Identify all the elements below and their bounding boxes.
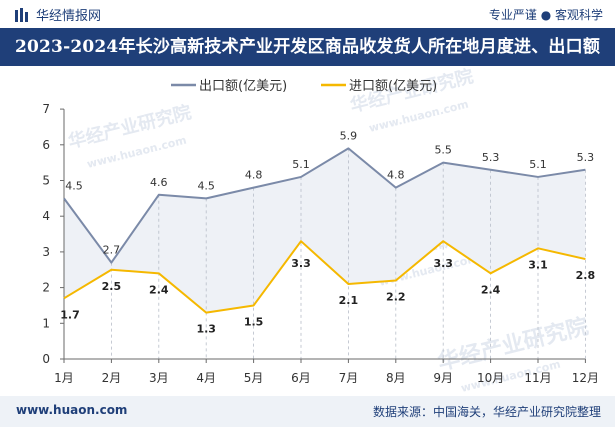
import-data-label: 2.4: [149, 283, 169, 296]
y-tick-label: 1: [42, 316, 50, 330]
export-data-label: 5.1: [292, 158, 310, 171]
watermark-text: 华经产业研究院: [435, 313, 591, 375]
import-series-line: [63, 240, 586, 314]
x-tick-label: 1月: [54, 371, 74, 385]
import-data-label: 1.5: [244, 315, 264, 328]
tagline: 专业严谨 ● 客观科学: [488, 8, 603, 22]
x-tick-label: 4月: [196, 371, 216, 385]
x-tick-label: 9月: [433, 371, 453, 385]
brand: 华经情报网: [14, 5, 101, 24]
export-series-line: [63, 147, 586, 264]
x-tick-label: 10月: [477, 371, 504, 385]
import-data-label: 2.4: [481, 283, 501, 296]
x-tick-label: 11月: [524, 371, 551, 385]
export-data-label: 4.5: [65, 179, 83, 192]
y-tick-label: 6: [42, 138, 50, 152]
legend-export-label: 出口额(亿美元): [199, 79, 287, 94]
import-data-label: 2.8: [576, 269, 596, 282]
export-data-label: 5.5: [434, 144, 452, 157]
import-data-label: 3.3: [433, 257, 453, 270]
legend: 出口额(亿美元) 进口额(亿美元): [171, 79, 437, 94]
y-tick-label: 0: [42, 352, 50, 366]
x-tick-label: 7月: [339, 371, 359, 385]
y-tick-label: 3: [42, 245, 50, 259]
import-data-label: 2.2: [386, 290, 406, 303]
export-data-label: 5.3: [482, 151, 500, 164]
brand-name: 华经情报网: [36, 9, 102, 24]
bar-chart-logo-icon: [15, 7, 28, 22]
title-bar: 2023-2024年长沙高新技术产业开发区商品收发货人所在地月度进、出口额: [0, 28, 615, 66]
chart-title: 2023-2024年长沙高新技术产业开发区商品收发货人所在地月度进、出口额: [14, 37, 601, 57]
y-tick-label: 5: [42, 174, 50, 188]
export-data-label: 4.5: [197, 179, 215, 192]
export-data-label: 4.8: [387, 169, 405, 182]
export-data-label: 5.9: [340, 129, 358, 142]
import-data-label: 3.1: [528, 258, 548, 271]
x-tick-label: 5月: [244, 371, 264, 385]
footer-source: 数据来源：中国海关，华经产业研究院整理: [372, 405, 601, 419]
export-data-label: 5.1: [529, 158, 547, 171]
axes: 0 1 2 3 4 5 6 7 1月 2月 3月 4月 5月 6月 7月 8月 9月 10月 11月 12月: [42, 102, 599, 385]
top-bar: 华经情报网 专业严谨 ● 客观科学: [0, 0, 615, 28]
import-data-label: 1.7: [60, 308, 80, 321]
series-lines: [63, 147, 586, 314]
y-tick-label: 4: [42, 209, 50, 223]
export-data-label: 4.6: [150, 176, 168, 189]
export-data-label: 2.7: [103, 244, 121, 257]
x-tick-label: 6月: [291, 371, 311, 385]
import-data-label: 2.5: [102, 280, 122, 293]
y-tick-label: 7: [42, 102, 50, 116]
import-data-label: 3.3: [291, 257, 311, 270]
x-tick-label: 12月: [572, 371, 599, 385]
export-data-label: 4.8: [245, 169, 263, 182]
data-labels: 4.5 2.7 4.6 4.5 4.8 5.1 5.9 4.8 5.5 5.3 5.1 5.3 1.7 2…: [60, 129, 595, 335]
band-layer: [64, 148, 586, 313]
x-tick-label: 3月: [149, 371, 169, 385]
export-data-label: 5.3: [577, 151, 595, 164]
import-data-label: 1.3: [196, 323, 216, 336]
legend-import-label: 进口额(亿美元): [349, 79, 437, 94]
x-tick-label: 2月: [102, 371, 122, 385]
footer-website[interactable]: www.huaon.com: [16, 403, 128, 417]
import-data-label: 2.1: [339, 294, 359, 307]
x-tick-label: 8月: [386, 371, 406, 385]
y-tick-label: 2: [42, 281, 50, 295]
series-gap-band: [64, 148, 586, 313]
footer: www.huaon.com 数据来源：中国海关，华经产业研究院整理: [0, 396, 615, 427]
